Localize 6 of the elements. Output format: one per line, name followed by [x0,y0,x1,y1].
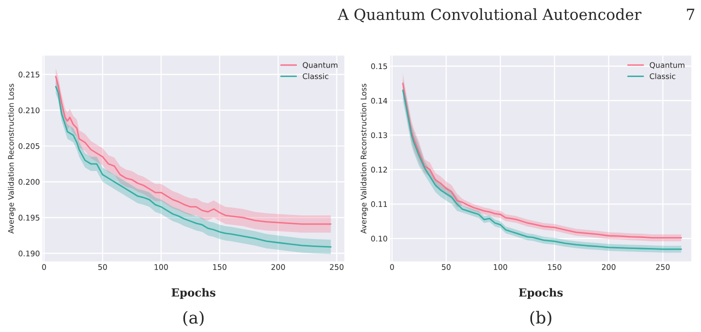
text: A Quantum Convolutional Autoencoder [338,8,642,22]
x-axis-title: Epochs [172,288,216,299]
text: 7 [686,8,694,20]
text: (a) [183,310,204,326]
x-axis-title: Epochs [518,288,563,299]
text: (b) [530,310,552,326]
